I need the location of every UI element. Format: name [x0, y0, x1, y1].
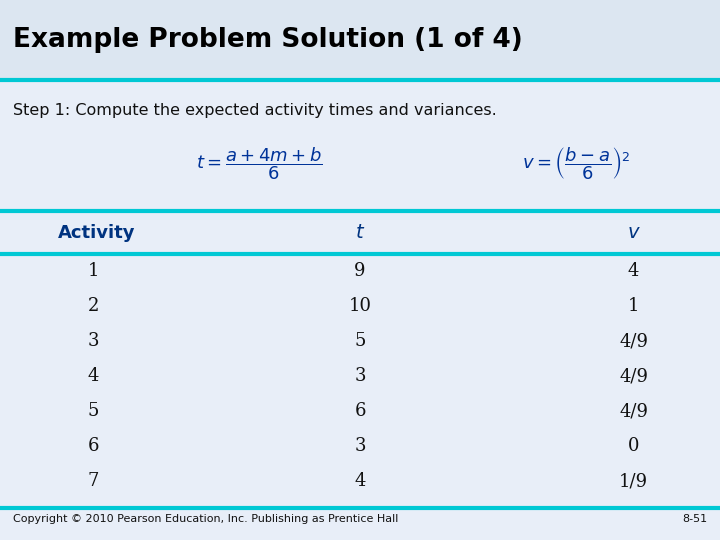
Text: Activity: Activity [58, 224, 135, 242]
FancyBboxPatch shape [0, 0, 720, 80]
Text: 6: 6 [354, 402, 366, 420]
Text: $v = \left(\dfrac{b - a}{6}\right)^{2}$: $v = \left(\dfrac{b - a}{6}\right)^{2}$ [522, 146, 630, 183]
Text: 4/9: 4/9 [619, 332, 648, 350]
Text: $t$: $t$ [355, 224, 365, 242]
Text: 6: 6 [88, 437, 99, 455]
Text: 5: 5 [88, 402, 99, 420]
Text: Copyright © 2010 Pearson Education, Inc. Publishing as Prentice Hall: Copyright © 2010 Pearson Education, Inc.… [13, 514, 398, 524]
Text: 10: 10 [348, 297, 372, 315]
Text: 1: 1 [88, 262, 99, 280]
Text: 0: 0 [628, 437, 639, 455]
Text: 4: 4 [88, 367, 99, 385]
Text: 3: 3 [354, 367, 366, 385]
Text: 1/9: 1/9 [619, 472, 648, 490]
Text: 7: 7 [88, 472, 99, 490]
Text: 2: 2 [88, 297, 99, 315]
Text: 4: 4 [628, 262, 639, 280]
Text: 8-51: 8-51 [682, 514, 707, 524]
Text: Step 1: Compute the expected activity times and variances.: Step 1: Compute the expected activity ti… [13, 103, 497, 118]
Text: 9: 9 [354, 262, 366, 280]
Text: 3: 3 [88, 332, 99, 350]
Text: 5: 5 [354, 332, 366, 350]
Text: 4: 4 [354, 472, 366, 490]
Text: 4/9: 4/9 [619, 402, 648, 420]
Text: 1: 1 [628, 297, 639, 315]
Text: 4/9: 4/9 [619, 367, 648, 385]
Text: 3: 3 [354, 437, 366, 455]
Text: $v$: $v$ [626, 224, 641, 242]
Text: $t = \dfrac{a + 4m + b}{6}$: $t = \dfrac{a + 4m + b}{6}$ [196, 146, 323, 183]
Text: Example Problem Solution (1 of 4): Example Problem Solution (1 of 4) [13, 27, 523, 53]
